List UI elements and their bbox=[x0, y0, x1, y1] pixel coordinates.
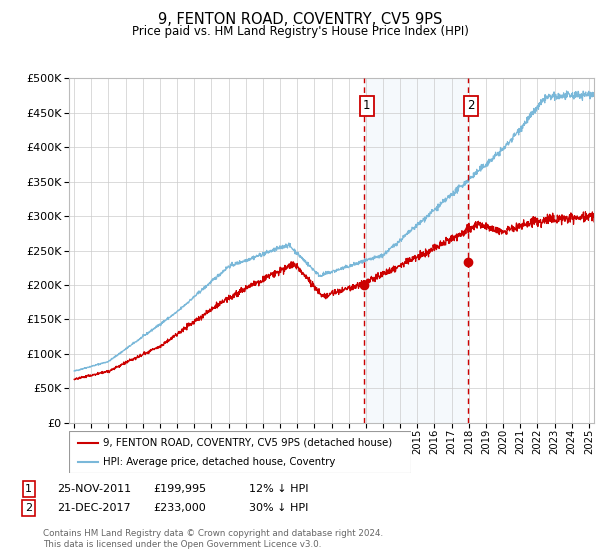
Text: 25-NOV-2011: 25-NOV-2011 bbox=[57, 484, 131, 494]
Text: 9, FENTON ROAD, COVENTRY, CV5 9PS: 9, FENTON ROAD, COVENTRY, CV5 9PS bbox=[158, 12, 442, 27]
Text: 1: 1 bbox=[363, 100, 370, 113]
Text: 12% ↓ HPI: 12% ↓ HPI bbox=[249, 484, 308, 494]
Text: Contains HM Land Registry data © Crown copyright and database right 2024.
This d: Contains HM Land Registry data © Crown c… bbox=[43, 529, 383, 549]
Text: 2: 2 bbox=[25, 503, 32, 513]
Text: £199,995: £199,995 bbox=[153, 484, 206, 494]
Text: Price paid vs. HM Land Registry's House Price Index (HPI): Price paid vs. HM Land Registry's House … bbox=[131, 25, 469, 38]
Text: £233,000: £233,000 bbox=[153, 503, 206, 513]
FancyBboxPatch shape bbox=[69, 431, 411, 473]
Text: 2: 2 bbox=[467, 100, 475, 113]
Bar bbox=[364, 78, 468, 423]
Text: 30% ↓ HPI: 30% ↓ HPI bbox=[249, 503, 308, 513]
Text: 1: 1 bbox=[25, 484, 32, 494]
Text: 21-DEC-2017: 21-DEC-2017 bbox=[57, 503, 131, 513]
Text: 9, FENTON ROAD, COVENTRY, CV5 9PS (detached house): 9, FENTON ROAD, COVENTRY, CV5 9PS (detac… bbox=[103, 437, 392, 447]
Text: HPI: Average price, detached house, Coventry: HPI: Average price, detached house, Cove… bbox=[103, 457, 335, 467]
